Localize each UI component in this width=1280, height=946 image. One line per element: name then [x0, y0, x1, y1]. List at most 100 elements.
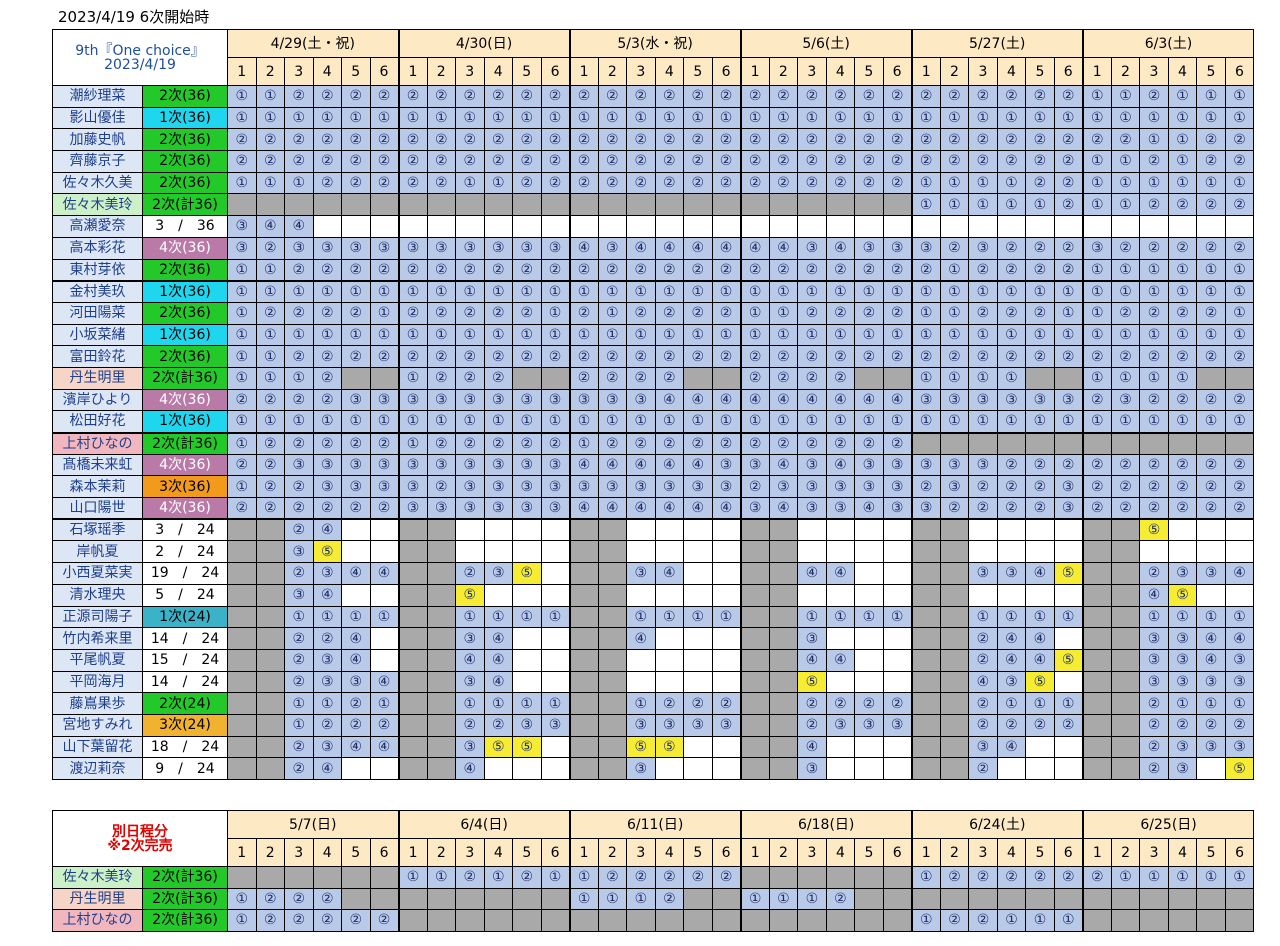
slot-cell: ②: [397, 171, 428, 195]
slot-cell: ③: [512, 236, 542, 260]
member-row: 佐々木美玲 2次(計36) ① ① ① ① ① ② ① ① ② ② ② ②: [52, 193, 1255, 217]
slot-cell: ②: [284, 518, 314, 542]
slot-cell: ①: [910, 171, 941, 195]
sale-status: 1次(36): [142, 410, 228, 433]
member-name: 山下葉留花: [52, 735, 143, 759]
slot-cell: ④: [312, 518, 342, 542]
slot-cell: ③: [540, 475, 571, 499]
part-number: 3: [455, 838, 485, 867]
slot-cell: ②: [597, 128, 628, 152]
slot-cell: [1081, 670, 1112, 694]
slot-cell: [284, 193, 314, 217]
slot-cell: ②: [854, 85, 884, 108]
slot-cell: [939, 648, 970, 672]
slot-cell: [540, 670, 571, 694]
slot-cell: [540, 518, 571, 542]
slot-cell: ②: [341, 431, 371, 455]
slot-cell: [1053, 887, 1084, 910]
slot-cell: ②: [797, 345, 827, 368]
slot-cell: ②: [739, 345, 770, 368]
slot-cell: ②: [996, 713, 1027, 737]
slot-cell: ②: [312, 301, 342, 325]
slot-cell: ③: [825, 497, 856, 520]
slot-cell: [312, 193, 342, 217]
slot-cell: ③: [483, 562, 513, 585]
slot-cell: ②: [626, 366, 656, 390]
slot-cell: [426, 757, 456, 780]
slot-cell: ③: [227, 236, 257, 260]
part-number: 2: [1110, 838, 1141, 867]
slot-cell: [683, 540, 713, 564]
slot-cell: ①: [996, 366, 1027, 390]
slot-cell: [882, 887, 913, 910]
member-name: 上村ひなの: [52, 909, 143, 932]
part-number: 1: [739, 838, 770, 867]
member-row: 髙橋未来虹 4次(36) ② ② ③ ③ ③ ③ ③ ③ ③ ③ ③ ③ ④ ④ ④ ④ ④ ③ ③ ④ ③ ④ ③ ③ ③ ③ ③ ② ②…: [52, 453, 1255, 477]
part-number: 5: [512, 57, 542, 86]
member-row: 松田好花 1次(36) ① ① ① ① ① ① ① ① ① ① ① ① ① ① ① ① ① ① ① ① ① ① ① ① ① ① ① ① ① ①…: [52, 410, 1255, 433]
slot-cell: ③: [369, 388, 399, 412]
slot-cell: ③: [626, 562, 656, 585]
slot-cell: ①: [1224, 866, 1255, 889]
slot-cell: [597, 605, 628, 629]
slot-cell: [882, 540, 913, 564]
slot-cell: ③: [512, 453, 542, 477]
slot-cell: ③: [797, 627, 827, 650]
sale-status: 2次(計36): [141, 866, 229, 889]
slot-cell: ②: [854, 150, 884, 173]
slot-cell: [825, 670, 856, 694]
slot-cell: [227, 562, 257, 585]
slot-cell: ①: [1025, 193, 1055, 217]
slot-cell: ①: [1167, 279, 1198, 303]
slot-cell: [683, 583, 713, 607]
slot-cell: [512, 215, 542, 238]
slot-cell: [341, 518, 371, 542]
member-name: 藤嶌果歩: [52, 692, 143, 715]
slot-cell: ③: [683, 713, 713, 737]
slot-cell: ②: [397, 301, 428, 325]
member-row: 森本茉莉 3次(36) ① ② ② ③ ③ ③ ③ ② ③ ③ ③ ③ ③ ③ ③ ③ ③ ③ ② ③ ③ ③ ③ ③ ② ③ ② ② ② ③…: [52, 475, 1255, 499]
slot-cell: ①: [568, 887, 599, 910]
slot-cell: ①: [312, 605, 342, 629]
slot-cell: ①: [739, 887, 770, 910]
slot-cell: ②: [540, 128, 571, 152]
slot-cell: ②: [312, 258, 342, 282]
slot-cell: [1081, 648, 1112, 672]
slot-cell: ②: [284, 85, 314, 108]
slot-cell: [369, 866, 400, 889]
slot-cell: ②: [996, 497, 1027, 520]
slot-cell: ①: [369, 692, 399, 715]
slot-cell: ②: [654, 85, 685, 108]
slot-cell: ②: [1025, 150, 1055, 173]
slot-cell: ②: [284, 562, 314, 585]
slot-cell: ④: [768, 497, 799, 520]
slot-cell: [1081, 540, 1112, 564]
slot-cell: ④: [1196, 627, 1226, 650]
slot-cell: [910, 605, 941, 629]
slot-cell: ③: [568, 475, 599, 499]
part-number: 5: [1025, 57, 1055, 86]
slot-cell: ②: [683, 171, 713, 195]
slot-cell: ①: [426, 410, 456, 433]
slot-cell: [512, 193, 542, 217]
slot-cell: ④: [369, 670, 399, 694]
slot-cell: ④: [1025, 627, 1055, 650]
slot-cell: [1139, 215, 1169, 238]
slot-cell: ③: [312, 648, 342, 672]
slot-cell: [568, 648, 599, 672]
slot-cell: ①: [910, 323, 941, 347]
slot-cell: ②: [910, 128, 941, 152]
slot-cell: ②: [739, 475, 770, 499]
slot-cell: ④: [1025, 562, 1055, 585]
slot-cell: ②: [854, 171, 884, 195]
slot-cell: ①: [768, 279, 799, 303]
slot-cell: ②: [483, 345, 513, 368]
part-number: 5: [854, 838, 884, 867]
slot-cell: ③: [968, 236, 998, 260]
slot-cell: [540, 757, 571, 780]
slot-cell: ②: [825, 887, 856, 910]
slot-cell: ③: [1196, 670, 1226, 694]
slot-cell: ②: [854, 128, 884, 152]
slot-cell: ①: [597, 323, 628, 347]
slot-cell: [910, 215, 941, 238]
